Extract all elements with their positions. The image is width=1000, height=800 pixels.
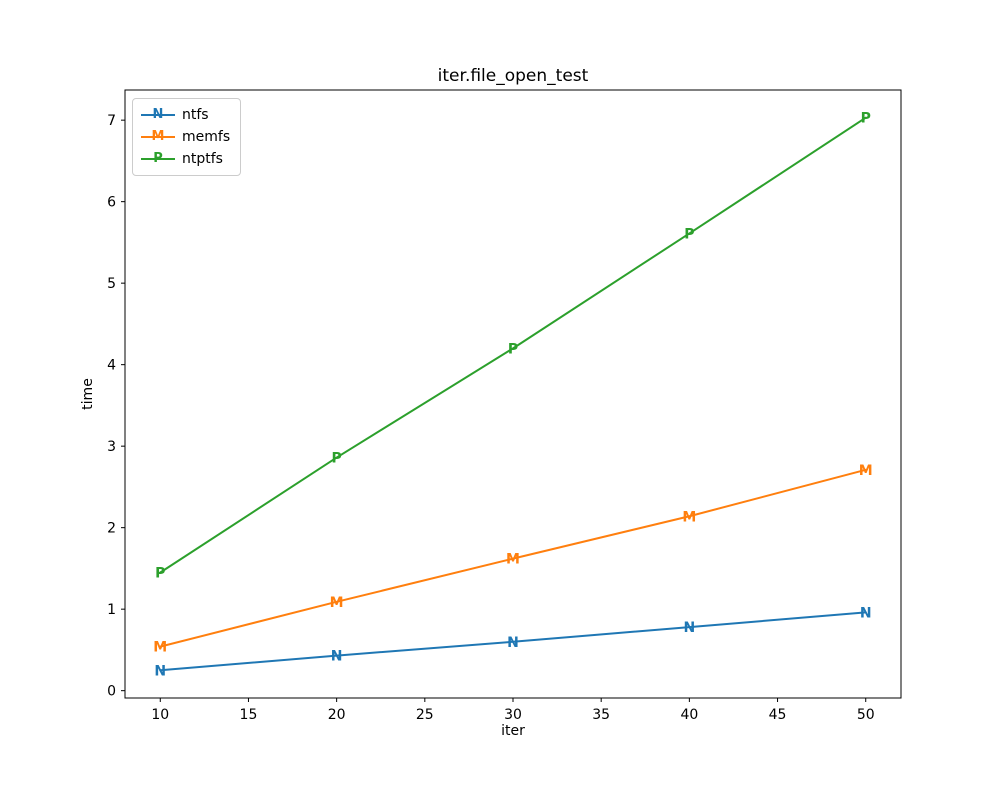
data-point-marker-ntptfs: P — [508, 341, 518, 357]
y-tick-label: 3 — [107, 439, 116, 455]
series-line-ntptfs — [159, 116, 867, 574]
data-point-marker-ntptfs: P — [155, 565, 165, 581]
data-point-marker-ntfs: N — [507, 635, 519, 651]
y-axis-label: time — [80, 378, 96, 410]
x-tick-label: 50 — [857, 707, 875, 723]
y-tick-label: 7 — [107, 113, 116, 129]
legend-marker-icon: P — [141, 151, 175, 167]
series-line-ntfs — [159, 611, 867, 672]
data-point-marker-memfs: M — [330, 595, 344, 611]
legend-marker-icon: M — [141, 129, 175, 145]
y-tick-label: 6 — [107, 195, 116, 211]
y-tick-label: 1 — [107, 602, 116, 618]
legend-marker-icon: N — [141, 107, 175, 123]
x-tick-label: 45 — [769, 707, 787, 723]
legend-label: ntptfs — [182, 151, 223, 167]
y-tick-label: 2 — [107, 521, 116, 537]
y-tick-label: 5 — [107, 276, 116, 292]
data-point-marker-ntptfs: P — [684, 226, 694, 242]
x-tick-label: 35 — [592, 707, 610, 723]
data-point-marker-memfs: M — [506, 552, 520, 568]
x-axis-label: iter — [501, 723, 525, 739]
data-point-marker-ntptfs: P — [861, 111, 871, 127]
data-point-marker-ntptfs: P — [332, 451, 342, 467]
data-point-marker-memfs: M — [682, 509, 696, 525]
y-tick-label: 0 — [107, 684, 116, 700]
x-tick-label: 30 — [504, 707, 522, 723]
x-tick-label: 20 — [328, 707, 346, 723]
series-line-memfs — [159, 468, 867, 648]
y-tick-label: 4 — [107, 358, 116, 374]
legend-label: ntfs — [182, 107, 209, 123]
x-tick-label: 15 — [240, 707, 258, 723]
axes-frame — [124, 89, 902, 699]
x-tick-label: 25 — [416, 707, 434, 723]
x-tick-label: 40 — [680, 707, 698, 723]
data-point-marker-ntfs: N — [860, 605, 872, 621]
data-point-marker-memfs: M — [859, 463, 873, 479]
chart-title: iter.file_open_test — [437, 66, 589, 86]
data-point-marker-ntfs: N — [331, 649, 343, 665]
x-tick-label: 10 — [151, 707, 169, 723]
legend-label: memfs — [182, 129, 231, 145]
data-point-marker-ntfs: N — [154, 663, 166, 679]
data-point-marker-memfs: M — [153, 640, 167, 656]
data-point-marker-ntfs: N — [684, 620, 696, 636]
